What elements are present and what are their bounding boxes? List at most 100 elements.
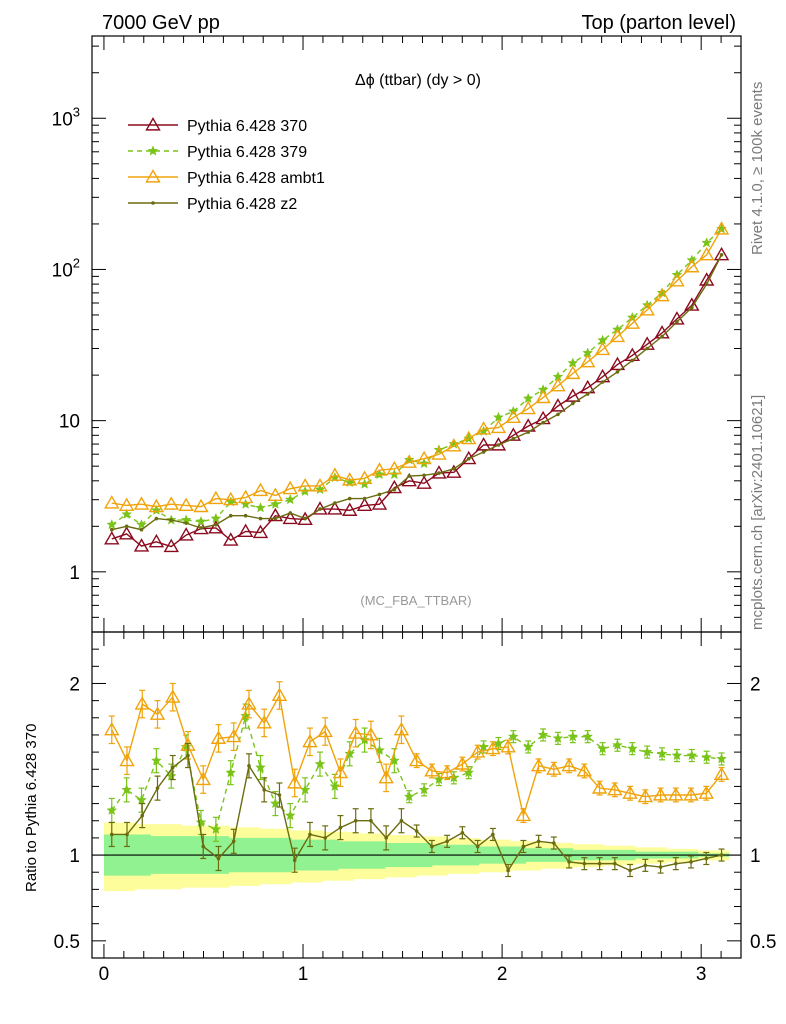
data-point <box>284 494 296 505</box>
ratio-point <box>537 729 549 740</box>
ratio-point <box>109 832 114 837</box>
data-point <box>195 515 207 527</box>
data-point <box>481 450 486 454</box>
ratio-point <box>210 823 222 834</box>
ratio-point <box>454 756 471 770</box>
legend-label: Pythia 6.428 379 <box>187 144 307 161</box>
ratio-point <box>353 818 358 823</box>
data-point <box>550 398 566 412</box>
ratio-point <box>460 830 465 835</box>
data-point <box>178 497 194 511</box>
data-point <box>416 450 432 465</box>
legend-label: Pythia 6.428 z2 <box>187 196 297 213</box>
data-point <box>208 490 224 505</box>
ratio-point <box>384 836 388 840</box>
ratio-point <box>186 753 190 758</box>
data-point <box>684 258 700 273</box>
y-tick-label: 102 <box>52 255 80 281</box>
data-point <box>431 446 447 460</box>
legend-marker <box>151 201 155 205</box>
data-point <box>654 287 670 302</box>
ratio-point <box>582 861 587 866</box>
data-point <box>199 526 203 530</box>
data-point <box>630 358 635 363</box>
data-point <box>386 460 403 475</box>
ratio-point <box>475 844 480 849</box>
data-point <box>704 282 709 286</box>
ratio-point <box>104 721 120 736</box>
ratio-point <box>170 765 175 770</box>
data-point <box>535 389 551 404</box>
data-point <box>327 467 343 481</box>
data-point <box>669 272 685 287</box>
ratio-line-1 <box>111 713 722 831</box>
legend-marker <box>147 145 159 156</box>
ratio-point <box>256 715 272 729</box>
data-point <box>713 221 730 235</box>
data-point <box>133 538 150 552</box>
ratio-point <box>226 728 242 743</box>
data-point <box>660 334 664 339</box>
ratio-point <box>344 748 356 759</box>
ratio-point <box>403 791 415 802</box>
data-point <box>716 223 727 234</box>
ratio-point <box>641 746 653 757</box>
ratio-point <box>701 751 713 762</box>
data-point <box>719 252 724 257</box>
data-point <box>327 501 343 515</box>
data-point <box>193 498 209 513</box>
ratio-point <box>561 757 577 772</box>
data-point <box>267 487 284 502</box>
ratio-point <box>277 793 282 797</box>
header-left: 7000 GeV pp <box>102 12 220 34</box>
ratio-point <box>713 766 730 780</box>
data-point <box>639 301 655 316</box>
data-point <box>505 409 522 424</box>
ratio-point <box>155 786 160 790</box>
ratio-ylabel: Ratio to Pythia 6.428 370 <box>23 724 40 892</box>
ratio-y-tick-label-right: 2 <box>750 674 761 695</box>
ratio-point <box>271 687 288 702</box>
data-point <box>407 474 412 478</box>
ratio-y-tick-label: 0.5 <box>54 932 80 953</box>
data-point <box>312 478 328 492</box>
data-point <box>184 521 188 525</box>
data-point <box>347 496 352 501</box>
ratio-point <box>195 816 207 828</box>
legend-marker <box>145 169 161 183</box>
series-line-1 <box>111 228 723 526</box>
data-point <box>255 502 266 513</box>
data-point <box>585 392 590 396</box>
ratio-point <box>317 723 333 738</box>
data-point <box>314 483 326 495</box>
ratio-point <box>668 787 684 801</box>
data-point <box>178 527 194 541</box>
ratio-point <box>567 730 579 742</box>
ratio-point <box>536 839 541 844</box>
data-point <box>269 498 281 509</box>
ratio-point <box>119 752 135 767</box>
data-point <box>124 524 129 529</box>
ratio-point <box>612 739 623 750</box>
ratio-point <box>643 863 648 868</box>
ratio-point <box>134 696 150 710</box>
ratio-point <box>546 761 562 775</box>
data-point <box>609 356 626 371</box>
ratio-point <box>522 741 534 752</box>
ratio-point <box>286 775 303 789</box>
data-point <box>401 454 417 468</box>
ratio-point <box>292 858 297 862</box>
rivet-version-label: Rivet 4.1.0, ≥ 100k events <box>749 82 766 255</box>
ratio-point <box>201 844 206 849</box>
ratio-point <box>591 780 608 794</box>
data-point <box>609 328 626 343</box>
x-tick-label: 1 <box>298 964 309 985</box>
data-point <box>133 496 150 510</box>
data-point <box>273 516 278 521</box>
ratio-point <box>719 853 724 857</box>
ratio-frame <box>91 631 742 959</box>
ratio-point <box>329 780 341 792</box>
data-point <box>422 473 426 478</box>
data-point <box>136 519 147 530</box>
data-point <box>237 523 254 538</box>
